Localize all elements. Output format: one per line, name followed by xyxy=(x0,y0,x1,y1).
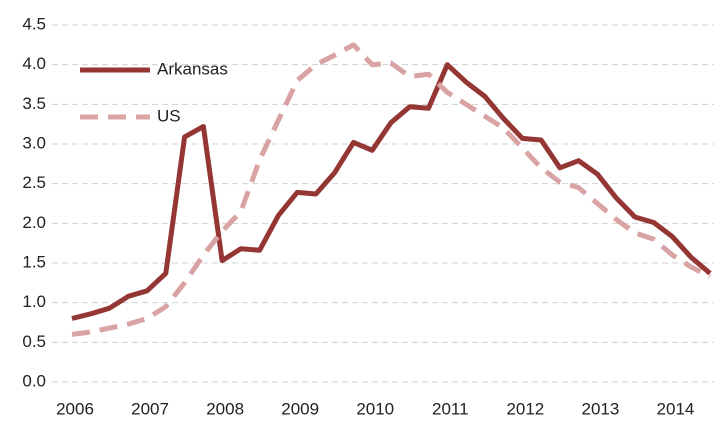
legend-label: Arkansas xyxy=(157,59,228,78)
y-tick-label: 0.5 xyxy=(22,332,46,351)
y-tick-label: 2.0 xyxy=(22,213,46,232)
series-line xyxy=(71,62,712,321)
x-tick-label: 2011 xyxy=(432,399,469,418)
y-tick-label: 4.0 xyxy=(22,54,46,73)
x-tick-label: 2009 xyxy=(281,399,319,418)
legend-label: US xyxy=(157,106,181,125)
x-tick-label: 2007 xyxy=(131,399,169,418)
x-tick-label: 2012 xyxy=(506,399,544,418)
x-tick-label: 2013 xyxy=(581,399,619,418)
x-tick-label: 2008 xyxy=(206,399,244,418)
x-tick-label: 2014 xyxy=(657,399,695,418)
y-tick-label: 4.5 xyxy=(22,14,46,33)
x-tick-label: 2006 xyxy=(56,399,94,418)
y-tick-label: 0.0 xyxy=(22,371,46,390)
y-tick-label: 3.0 xyxy=(22,133,46,152)
y-tick-label: 2.5 xyxy=(22,173,46,192)
y-tick-label: 3.5 xyxy=(22,94,46,113)
series-line xyxy=(71,42,712,337)
x-tick-label: 2010 xyxy=(356,399,394,418)
y-tick-label: 1.5 xyxy=(22,252,46,271)
y-tick-label: 1.0 xyxy=(22,292,46,311)
